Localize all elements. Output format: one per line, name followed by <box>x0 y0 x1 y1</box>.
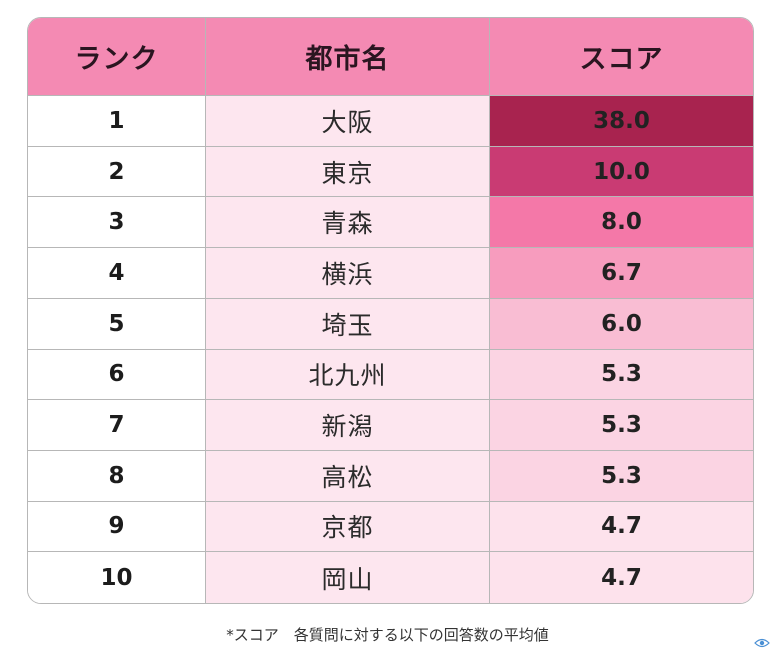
rank-cell: 7 <box>28 400 206 451</box>
score-cell: 5.3 <box>490 349 753 401</box>
city-cell: 埼玉 <box>206 298 490 350</box>
city-cell: 京都 <box>206 501 490 553</box>
score-cell: 5.3 <box>490 450 753 502</box>
eye-logo-icon <box>754 638 770 648</box>
score-cell: 5.3 <box>490 400 753 451</box>
rank-cell: 9 <box>28 501 206 553</box>
city-cell: 青森 <box>206 197 490 249</box>
rank-cell: 4 <box>28 248 206 299</box>
city-cell: 北九州 <box>206 349 490 401</box>
score-cell: 4.7 <box>490 501 753 553</box>
rank-cell: 8 <box>28 450 206 502</box>
score-cell: 4.7 <box>490 552 753 603</box>
rank-cell: 1 <box>28 96 206 147</box>
rank-cell: 6 <box>28 349 206 401</box>
city-cell: 新潟 <box>206 400 490 451</box>
city-cell: 大阪 <box>206 96 490 147</box>
rank-cell: 2 <box>28 146 206 198</box>
rank-cell: 5 <box>28 298 206 350</box>
header-city: 都市名 <box>206 18 490 96</box>
rank-cell: 3 <box>28 197 206 249</box>
ranking-table: ランク 都市名 スコア 1 大阪 38.0 2 東京 10.0 3 青森 8.0 4 横浜 6.7 5 埼… <box>27 17 754 604</box>
score-cell: 38.0 <box>490 96 753 147</box>
score-cell: 8.0 <box>490 197 753 249</box>
score-cell: 6.7 <box>490 248 753 299</box>
footnote: *スコア 各質問に対する以下の回答数の平均値 <box>226 626 549 644</box>
city-cell: 東京 <box>206 146 490 198</box>
header-rank: ランク <box>28 18 206 96</box>
score-cell: 6.0 <box>490 298 753 350</box>
city-cell: 高松 <box>206 450 490 502</box>
header-score: スコア <box>490 18 753 96</box>
rank-cell: 10 <box>28 552 206 603</box>
score-cell: 10.0 <box>490 146 753 198</box>
city-cell: 岡山 <box>206 552 490 603</box>
city-cell: 横浜 <box>206 248 490 299</box>
